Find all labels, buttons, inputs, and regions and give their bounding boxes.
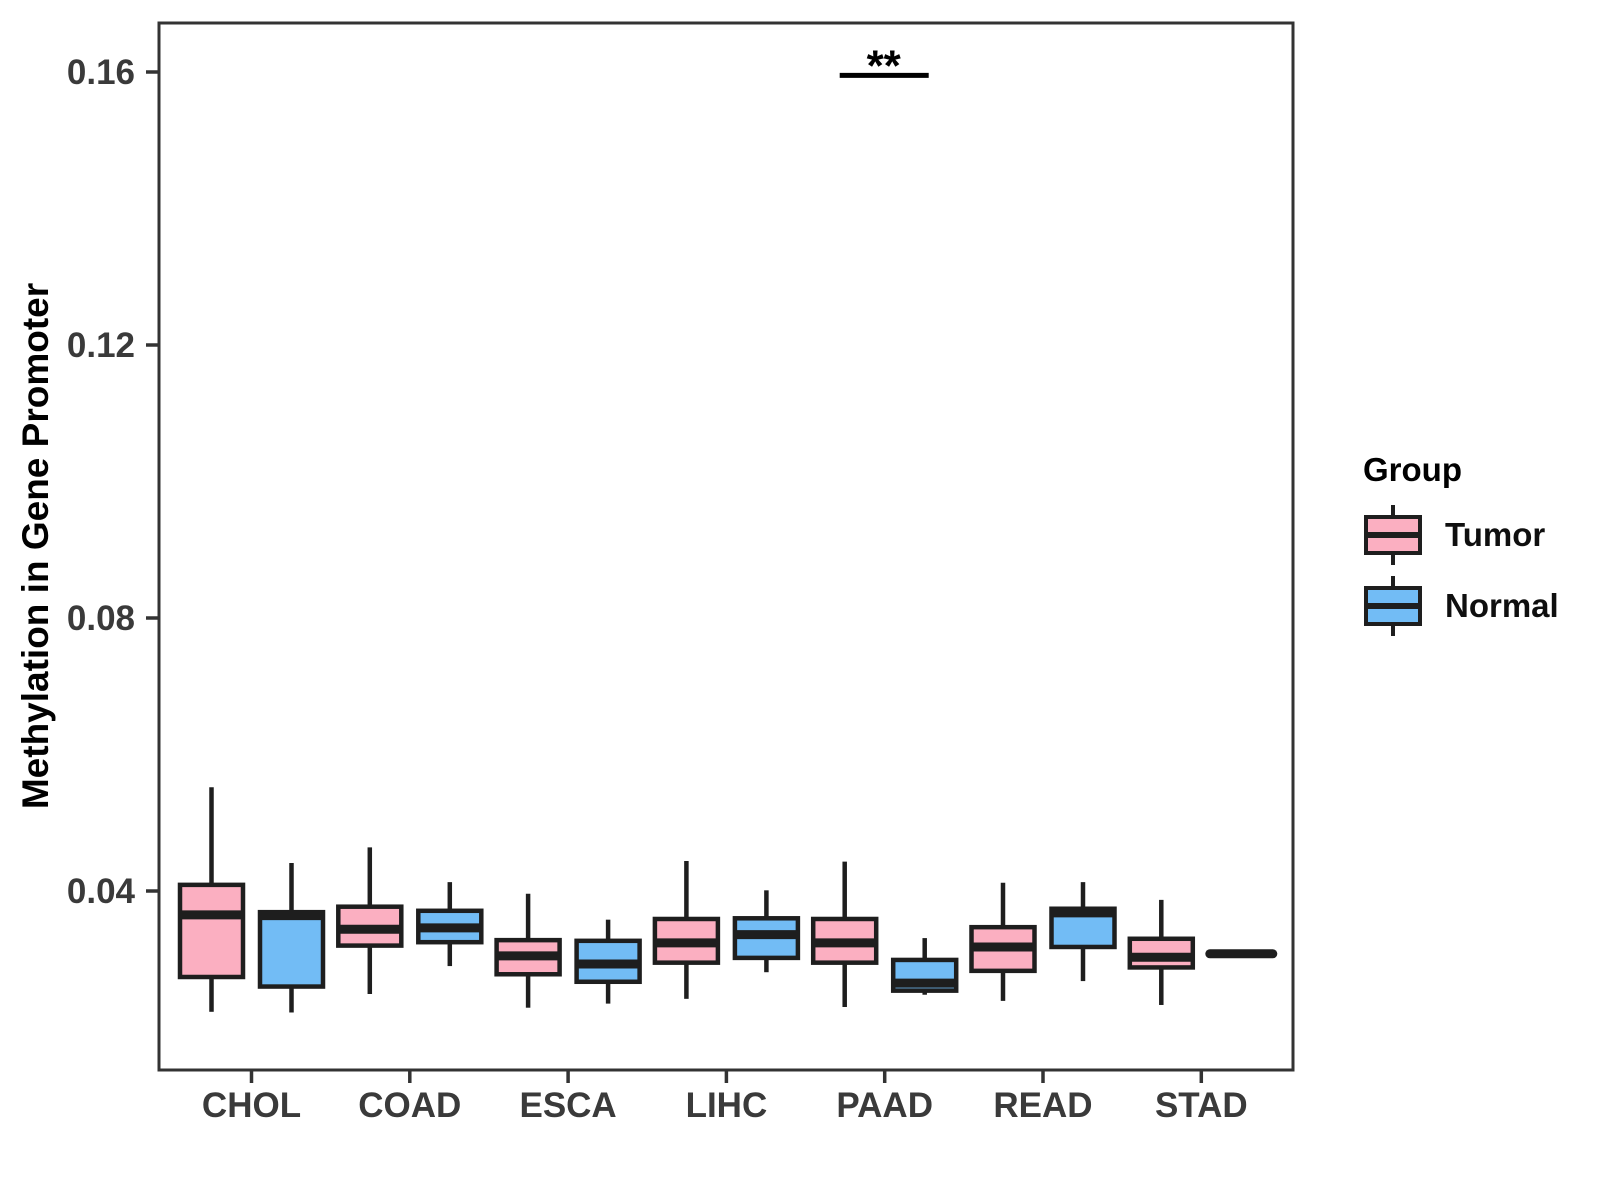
panel-border xyxy=(157,21,1295,1072)
y-tick-label: 0.12 xyxy=(67,326,135,365)
x-tick-label: CHOL xyxy=(202,1086,301,1125)
legend-entry-normal: Normal xyxy=(1363,573,1559,639)
legend-title: Group xyxy=(1363,451,1462,488)
x-tick-label: LIHC xyxy=(686,1086,768,1125)
y-tick-label: 0.04 xyxy=(67,872,136,911)
normal-boxplot-key-icon xyxy=(1364,576,1422,636)
x-tick-label: ESCA xyxy=(519,1086,616,1125)
y-axis-title: Methylation in Gene Promoter xyxy=(15,282,56,810)
x-tick-label: READ xyxy=(993,1086,1092,1125)
legend-entry-tumor: Tumor xyxy=(1363,502,1559,568)
box-rect-tumor-chol xyxy=(177,882,246,980)
legend-label-tumor: Tumor xyxy=(1445,516,1546,553)
x-tick-label: PAAD xyxy=(836,1086,933,1125)
x-tick-label: STAD xyxy=(1155,1086,1248,1125)
y-tick-label: 0.16 xyxy=(67,53,135,92)
x-tick-label: COAD xyxy=(358,1086,461,1125)
tumor-boxplot-key-icon xyxy=(1364,505,1422,565)
y-tick-label: 0.08 xyxy=(67,599,135,638)
legend: Group Tumor Normal xyxy=(1363,450,1559,644)
box-rect-normal-chol xyxy=(257,909,326,989)
legend-label-normal: Normal xyxy=(1445,587,1559,624)
significance-stars: ** xyxy=(867,41,902,90)
